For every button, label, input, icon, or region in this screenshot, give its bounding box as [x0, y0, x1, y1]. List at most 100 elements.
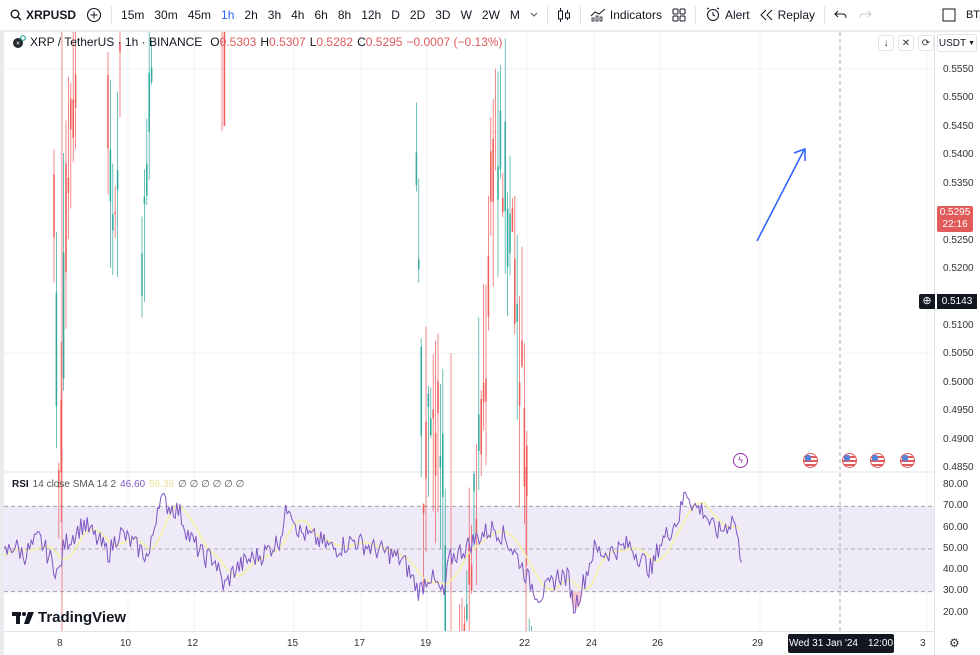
xrp-logo-icon: ×	[13, 35, 26, 48]
interval-2D[interactable]: 2D	[409, 8, 426, 22]
chart-type-button[interactable]	[552, 0, 576, 30]
divider	[546, 6, 548, 24]
interval-W[interactable]: W	[460, 8, 472, 22]
time-tick: 22	[519, 638, 531, 649]
price-tick: 0.5500	[943, 92, 974, 103]
layout-button[interactable]	[937, 0, 961, 30]
rsi-tick: 70.00	[943, 500, 969, 511]
rsi-tick: 20.00	[943, 607, 969, 618]
rsi-legend[interactable]: RSI 14 close SMA 14 2 46.60 56.36 ∅ ∅ ∅ …	[12, 479, 244, 490]
tradingview-logo[interactable]: TradingView	[12, 609, 126, 626]
square-icon	[942, 8, 956, 22]
redo-button[interactable]	[853, 0, 877, 30]
time-tick: 19	[420, 638, 432, 649]
rsi-params: 14 close SMA 14 2	[32, 479, 117, 490]
high-label: H	[260, 35, 270, 49]
price-tick: 0.5100	[943, 320, 974, 331]
time-tick: 24	[586, 638, 598, 649]
price-axis[interactable]: 0.5550 0.5500 0.5450 0.5400 0.5350 0.525…	[934, 32, 980, 655]
interval-1h[interactable]: 1h	[221, 8, 235, 22]
interval-12h[interactable]: 12h	[361, 8, 382, 22]
open-label: O	[210, 35, 220, 49]
high-value: 0.5307	[269, 35, 306, 49]
scroll-to-latest-button[interactable]: ↓	[878, 35, 894, 51]
collapse-button[interactable]: ✕	[898, 35, 914, 51]
rsi-tick: 60.00	[943, 522, 969, 533]
replay-button[interactable]: Replay	[755, 0, 820, 30]
price-tick: 0.5550	[943, 64, 974, 75]
symbol-search[interactable]: XRPUSD	[0, 0, 81, 30]
currency-label: USDT	[938, 37, 967, 49]
alert-label: Alert	[724, 8, 750, 22]
chart-canvas[interactable]	[4, 32, 934, 631]
interval-3h[interactable]: 3h	[267, 8, 282, 22]
open-value: 0.5303	[219, 35, 257, 49]
us-flag-event-icon[interactable]	[803, 453, 818, 468]
divider	[579, 6, 581, 24]
change-value: −0.0007 (−0.13%)	[406, 35, 503, 49]
hidden-values: ∅ ∅ ∅ ∅ ∅ ∅	[178, 479, 245, 490]
price-tick: 0.5050	[943, 348, 974, 359]
redo-icon	[859, 10, 872, 19]
rsi-name: RSI	[12, 479, 29, 490]
maximize-button[interactable]: ⟳	[918, 35, 934, 51]
price-tick: 0.5250	[943, 235, 974, 246]
interval-30m[interactable]: 30m	[154, 8, 178, 22]
crosshair-price-label: 0.5143	[937, 294, 977, 309]
interval-2h[interactable]: 2h	[244, 8, 258, 22]
us-flag-event-icon[interactable]	[842, 453, 857, 468]
alert-button[interactable]: Alert	[700, 0, 755, 30]
indicators-button[interactable]: Indicators	[585, 0, 667, 30]
crosshair-date: Wed 31 Jan '24	[788, 638, 858, 649]
time-tick: 3	[920, 638, 926, 649]
time-axis[interactable]: 8 10 12 15 17 19 22 24 26 29 3 Wed 31 Ja…	[4, 631, 934, 655]
rsi-tick: 50.00	[943, 543, 969, 554]
add-alert-plus-icon[interactable]: ⊕	[919, 294, 935, 309]
rewind-icon	[759, 9, 772, 21]
price-tick: 0.5200	[943, 263, 974, 274]
price-tick: 0.5400	[943, 149, 974, 160]
undo-button[interactable]	[829, 0, 853, 30]
chevron-down-icon: ▼	[968, 39, 976, 47]
interval-D[interactable]: D	[391, 8, 400, 22]
interval-15m[interactable]: 15m	[121, 8, 145, 22]
close-value: 0.5295	[365, 35, 403, 49]
chevron-down-icon	[530, 12, 538, 17]
last-price: 0.5295	[939, 207, 971, 218]
interval-3D[interactable]: 3D	[435, 8, 451, 22]
grid-icon	[672, 8, 686, 22]
currency-select[interactable]: USDT ▼	[937, 34, 977, 52]
rsi-tick: 30.00	[943, 585, 969, 596]
lightning-event-icon[interactable]: ϟ	[733, 453, 748, 468]
rsi-tick: 80.00	[943, 479, 969, 490]
templates-button[interactable]	[667, 0, 691, 30]
time-tick: 15	[287, 638, 299, 649]
replay-label: Replay	[777, 8, 815, 22]
divider	[824, 6, 825, 24]
interval-6h[interactable]: 6h	[314, 8, 328, 22]
crosshair-time-label: Wed 31 Jan '24 12:00	[788, 634, 894, 653]
indicators-label: Indicators	[609, 8, 662, 22]
time-tick: 8	[57, 638, 63, 649]
more-intervals-button[interactable]	[525, 0, 543, 30]
chart-area[interactable]: × XRP / TetherUS · 1h · BINANCE O 0.5303 …	[4, 32, 980, 655]
logo-text: TradingView	[38, 609, 127, 626]
truncated-tab[interactable]: BT	[965, 9, 980, 21]
time-tick: 12	[187, 638, 199, 649]
interval-2W[interactable]: 2W	[481, 8, 500, 22]
us-flag-event-icon[interactable]	[900, 453, 915, 468]
interval-8h[interactable]: 8h	[337, 8, 352, 22]
bar-countdown: 22:16	[942, 219, 968, 230]
legend-title: XRP / TetherUS · 1h · BINANCE	[30, 35, 203, 49]
time-tick: 29	[752, 638, 764, 649]
interval-4h[interactable]: 4h	[291, 8, 305, 22]
us-flag-event-icon[interactable]	[870, 453, 885, 468]
add-symbol-button[interactable]	[81, 0, 107, 30]
settings-icon[interactable]: ⚙	[949, 636, 960, 650]
close-label: C	[357, 35, 366, 49]
time-tick: 26	[652, 638, 664, 649]
crosshair-time: 12:00	[867, 638, 894, 649]
last-price-label: 0.5295 22:16	[937, 206, 973, 232]
interval-M[interactable]: M	[509, 8, 520, 22]
interval-45m[interactable]: 45m	[187, 8, 212, 22]
